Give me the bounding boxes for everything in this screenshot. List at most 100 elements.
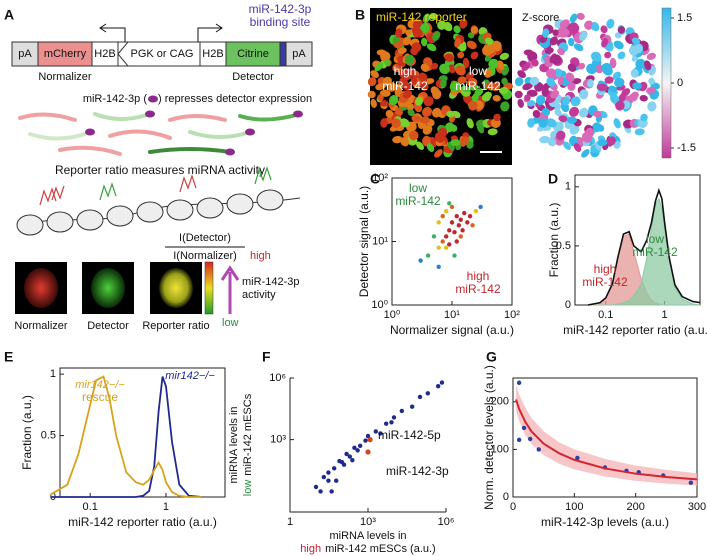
nucleus [634,128,645,136]
data-point [575,455,580,461]
x-axis-label: miR-142 reporter ratio (a.u.) [563,323,707,337]
nucleus [434,131,445,143]
nucleus [559,28,570,38]
nucleus [542,28,550,38]
y-tick-label: 1 [565,181,571,193]
nucleus [578,107,589,118]
data-point [409,404,415,409]
nucleus [459,136,469,146]
data-point [326,478,331,483]
image-label: Normalizer [14,320,68,332]
nucleus [404,54,415,65]
data-point [516,380,522,385]
nucleus [547,137,557,147]
nucleus [487,128,498,136]
x-tick-label: 1 [662,309,668,321]
x-tick-label: 10³ [360,516,376,528]
nucleus [617,51,626,60]
nucleus [380,118,388,128]
x-axis-label: Normalizer signal (a.u.) [390,323,514,337]
data-point [443,234,449,239]
nucleus [376,49,387,56]
plot-frame [512,377,698,498]
nucleus [568,37,575,47]
nucleus [567,22,577,34]
data-point [439,380,445,385]
data-point [440,214,445,219]
nucleus [532,109,541,118]
nucleus [615,100,625,111]
data-point [365,433,371,439]
y-tick-label: 200 [491,396,509,408]
y-tick-label: 0.5 [556,240,571,252]
nucleus [422,13,431,23]
nucleus [614,32,622,39]
nucleus [576,12,585,20]
x-axis-label-part: miR-142 mESCs (a.u.) [325,543,436,555]
nucleus [449,124,458,132]
data-point [425,391,431,396]
zscore-title: Z-score [522,12,559,24]
nucleus [567,63,577,72]
x-tick-label: 1 [163,501,169,513]
nucleus [444,53,455,62]
y-tick-label: 100 [491,443,509,455]
annotation: miR-142-3p [386,464,449,478]
nucleus [527,118,535,128]
nucleus [550,90,560,99]
nucleus [522,83,533,91]
colorbar-tick-label: -1.5 [677,142,696,154]
data-point [452,253,457,258]
nucleus [558,115,568,122]
panel-label: A [4,7,14,23]
nucleus [581,131,592,143]
plot-frame [59,367,226,498]
nucleus [446,110,455,118]
construct-part: H2B [202,48,223,60]
nucleus [579,89,589,100]
data-point [443,245,449,250]
nucleus [468,100,478,111]
nucleus [597,139,608,147]
activity-label: activity [242,289,276,301]
nucleus [554,109,562,117]
nucleus [465,71,475,80]
nucleus [559,19,570,28]
nucleus [466,118,474,129]
nucleus [493,113,501,122]
data-point [454,214,459,219]
nucleus [472,93,479,102]
panel-label: B [355,7,365,23]
nucleus [447,64,457,74]
nucleus [546,118,557,128]
annotation: low [409,181,427,195]
y-axis-label: Fraction (a.u.) [547,203,561,278]
data-point [452,230,457,235]
nucleus [586,63,597,75]
nucleus [449,83,461,91]
nucleus [604,51,612,59]
low-label: low [222,317,239,329]
data-point [431,234,437,239]
ratio-caption: Reporter ratio measures miRNA activity [55,163,265,177]
data-point [373,429,379,434]
line [50,376,203,498]
data-point [365,449,371,455]
nucleus [421,106,433,117]
zscore-nuclei [514,12,660,158]
nucleus [591,53,602,62]
nucleus [466,141,474,149]
nucleus [557,48,565,56]
nucleus [567,81,576,91]
nucleus [630,68,639,78]
data-point [435,383,441,389]
ratio-denominator: I(Normalizer) [173,250,237,262]
nucleus [426,143,435,152]
data-point [417,394,423,400]
nucleus [565,72,575,82]
nucleus [539,135,550,144]
nucleus [573,143,582,152]
nucleus [581,149,590,158]
nucleus [462,57,470,69]
